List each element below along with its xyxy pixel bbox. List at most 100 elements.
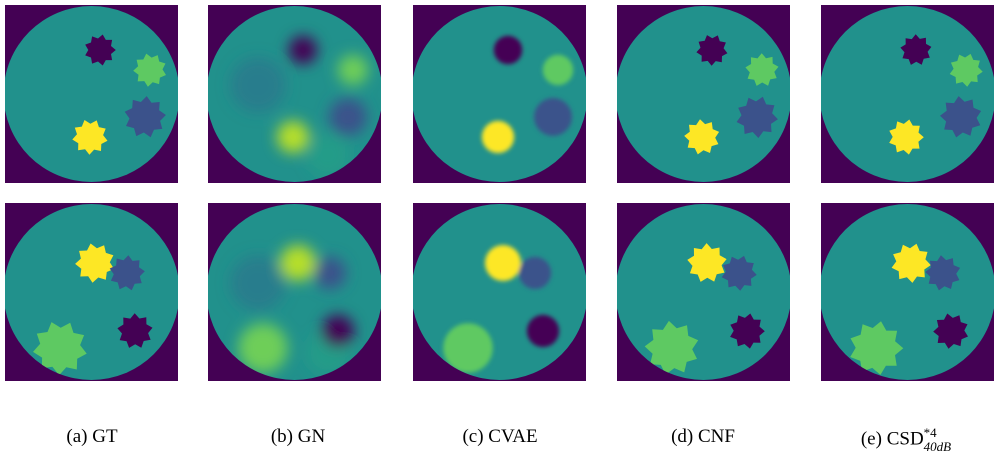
image — [615, 5, 792, 183]
image-panel — [411, 203, 588, 381]
image-panel — [819, 203, 996, 381]
image-panel — [206, 5, 383, 183]
inclusion — [117, 313, 153, 348]
inclusions — [850, 243, 968, 375]
inclusions — [33, 243, 153, 376]
inclusion — [721, 255, 757, 291]
inclusion — [518, 256, 552, 290]
inclusion — [279, 244, 317, 282]
image — [819, 5, 996, 183]
inclusion — [321, 314, 355, 348]
caption-label: (b) — [270, 426, 293, 447]
inclusions — [72, 34, 166, 155]
image — [819, 203, 996, 381]
inclusions — [889, 34, 983, 155]
image — [3, 203, 180, 381]
inclusion — [238, 323, 288, 373]
inclusion — [481, 120, 515, 154]
inclusion — [684, 119, 720, 155]
image — [206, 203, 383, 381]
inclusion — [124, 96, 166, 138]
image-panel — [3, 203, 180, 381]
inclusions — [644, 243, 765, 375]
inclusion — [329, 98, 367, 136]
inclusion — [493, 35, 523, 65]
shade — [306, 133, 350, 177]
caption: (d) CNF — [603, 426, 803, 448]
domain — [819, 204, 996, 380]
caption-sup: *4 — [923, 425, 937, 440]
image-panel — [206, 203, 383, 381]
caption: (e) CSD *4 40dB — [806, 426, 1003, 454]
inclusion — [276, 120, 310, 154]
caption-name: CSD — [886, 428, 924, 450]
inclusion — [337, 54, 369, 86]
inclusion — [745, 53, 779, 86]
inclusion — [133, 53, 166, 87]
inclusion — [33, 322, 87, 376]
domain — [615, 6, 792, 182]
inclusion — [889, 119, 924, 155]
caption-label: (d) — [671, 426, 694, 447]
shade — [230, 255, 286, 311]
inclusion — [891, 243, 931, 283]
inclusion — [526, 314, 560, 348]
inclusion — [940, 96, 982, 138]
inclusion — [72, 120, 108, 155]
image — [411, 203, 588, 381]
inclusions — [443, 244, 560, 373]
inclusions — [230, 35, 369, 177]
caption-name: CVAE — [488, 426, 538, 447]
caption-label: (e) — [860, 428, 882, 450]
script: *4 40dB — [924, 426, 951, 454]
inclusion — [850, 321, 904, 375]
shade — [230, 57, 286, 113]
inclusion — [313, 256, 347, 290]
inclusion — [288, 35, 318, 65]
image-panel — [411, 5, 588, 183]
image — [3, 5, 180, 183]
inclusion — [644, 320, 699, 375]
inclusion — [925, 255, 961, 291]
domain — [819, 6, 996, 182]
domain — [3, 204, 180, 380]
image — [615, 203, 792, 381]
caption-name: GN — [297, 426, 326, 447]
inclusion — [730, 313, 765, 349]
inclusion — [75, 243, 114, 283]
image-panel — [819, 5, 996, 183]
domain — [615, 204, 792, 380]
caption-sub: 40dB — [923, 439, 952, 454]
caption: (c) CVAE — [400, 426, 600, 448]
inclusion — [736, 96, 778, 138]
caption: (b) GN — [198, 426, 398, 448]
inclusion — [443, 323, 493, 373]
image-panel — [615, 5, 792, 183]
image-panel — [615, 203, 792, 381]
inclusion — [484, 244, 522, 282]
domain — [411, 204, 588, 380]
inclusion — [900, 34, 932, 65]
caption-label: (c) — [462, 426, 484, 447]
inclusion — [542, 54, 574, 86]
inclusions — [230, 244, 355, 375]
caption-label: (a) — [66, 426, 88, 447]
inclusions — [684, 35, 779, 155]
inclusion — [687, 243, 727, 282]
caption: (a) GT — [0, 426, 192, 448]
image-panel — [3, 5, 180, 183]
domain — [3, 6, 180, 182]
image — [411, 5, 588, 183]
inclusions — [481, 35, 574, 154]
inclusion — [949, 53, 983, 87]
domain — [411, 6, 588, 182]
inclusion — [109, 255, 145, 291]
caption-name: CNF — [697, 426, 735, 447]
inclusion — [534, 98, 572, 136]
image — [206, 5, 383, 183]
inclusion — [85, 34, 116, 66]
inclusion — [696, 35, 728, 66]
caption-name: GT — [92, 426, 118, 447]
inclusion — [933, 313, 968, 349]
